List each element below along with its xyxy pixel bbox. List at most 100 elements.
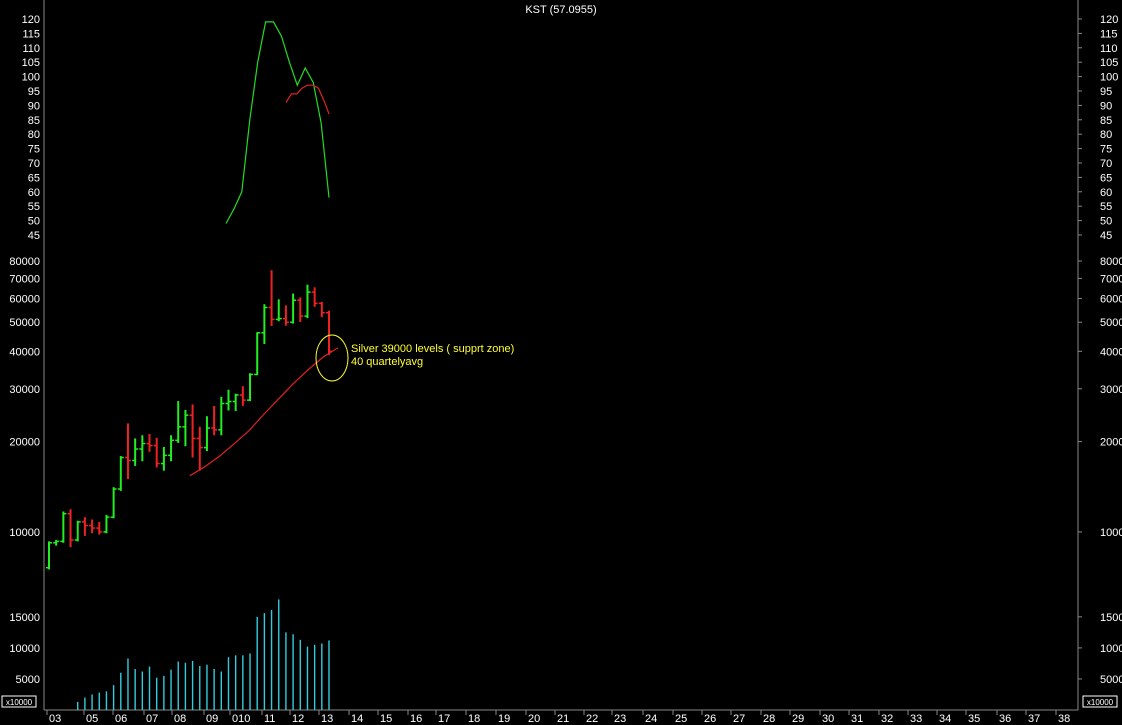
price-ytick-label-right: 30000	[1100, 384, 1122, 396]
x-tick-label: 010	[232, 713, 250, 725]
volume-ytick-label-left: 15000	[9, 612, 40, 624]
x-tick-label: 31	[851, 713, 863, 725]
x-tick-label: 29	[792, 713, 804, 725]
volume-unit-box-left	[1, 695, 37, 708]
price-axis-group: 10000 10000 20000 20000 30000 30000 40000 40000…	[9, 256, 1122, 539]
price-ytick-label-right: 40000	[1100, 346, 1122, 358]
price-ytick-label-left: 20000	[9, 437, 40, 449]
kst-ytick-label-right: 50	[1100, 216, 1112, 228]
kst-axis-group: 45 45 50 50 55 55 60 60 65 65 70 70 75 75 80 80 85 85 90 90…	[22, 14, 1119, 242]
kst-ytick-label-left: 55	[28, 201, 40, 213]
kst-ytick-label-right: 75	[1100, 144, 1112, 156]
x-tick-label: 06	[115, 713, 127, 725]
x-tick-label: 09	[206, 713, 218, 725]
kst-ytick-label-left: 115	[22, 28, 40, 40]
kst-ytick-label-right: 95	[1100, 86, 1112, 98]
volume-ytick-label-left: 5000	[16, 674, 40, 686]
kst-ytick-label-right: 90	[1100, 100, 1112, 112]
kst-ytick-label-left: 65	[28, 172, 40, 184]
kst-ytick-label-left: 100	[22, 72, 40, 84]
kst-ytick-label-right: 60	[1100, 187, 1112, 199]
price-ytick-label-left: 50000	[9, 317, 40, 329]
x-tick-label: 15	[380, 713, 392, 725]
x-tick-label: 32	[881, 713, 893, 725]
x-tick-label: 27	[733, 713, 745, 725]
kst-ytick-label-right: 110	[1100, 43, 1118, 55]
price-ytick-label-left: 40000	[9, 346, 40, 358]
kst-ytick-label-left: 80	[28, 129, 40, 141]
x-tick-label: 03	[49, 713, 61, 725]
volume-ytick-label-right: 5000	[1100, 674, 1122, 686]
x-tick-label: 12	[292, 713, 304, 725]
kst-ytick-label-left: 120	[22, 14, 40, 26]
kst-ytick-label-left: 90	[28, 100, 40, 112]
price-ytick-label-right: 60000	[1100, 293, 1122, 305]
x-tick-label: 24	[645, 713, 657, 725]
kst-ytick-label-left: 110	[22, 43, 40, 55]
x-axis-group: 03 05 06 07 08 09 010 11 12 13 14 15 16 17 18 19 20 21 22 2…	[46, 710, 1070, 725]
price-bars-group	[46, 270, 332, 570]
chart-title: KST (57.0955)	[525, 4, 596, 16]
kst-ytick-label-left: 60	[28, 187, 40, 199]
kst-ytick-label-left: 45	[28, 230, 40, 242]
kst-ytick-label-right: 105	[1100, 57, 1118, 69]
annotation-ma-text: 40 quartelyavg	[351, 356, 423, 368]
price-ytick-label-left: 70000	[9, 273, 40, 285]
x-tick-label: 21	[557, 713, 569, 725]
volume-unit-label-left: x10000	[6, 698, 33, 707]
kst-ytick-label-left: 95	[28, 86, 40, 98]
kst-ytick-label-left: 85	[28, 115, 40, 127]
kst-line	[225, 21, 330, 224]
kst-ytick-label-right: 55	[1100, 201, 1112, 213]
volume-ytick-label-right: 15000	[1100, 612, 1122, 624]
x-tick-label: 19	[498, 713, 510, 725]
x-tick-label: 22	[586, 713, 598, 725]
support-zone-circle	[315, 334, 349, 382]
x-tick-label: 14	[351, 713, 363, 725]
kst-ytick-label-right: 65	[1100, 172, 1112, 184]
price-ytick-label-right: 50000	[1100, 317, 1122, 329]
x-tick-label: 25	[675, 713, 687, 725]
volume-bars-group	[77, 599, 330, 710]
price-ytick-label-right: 80000	[1100, 256, 1122, 268]
x-tick-label: 23	[614, 713, 626, 725]
x-tick-label: 08	[174, 713, 186, 725]
kst-ytick-label-right: 80	[1100, 129, 1112, 141]
price-ytick-label-right: 20000	[1100, 437, 1122, 449]
annotation-support-text: Silver 39000 levels ( supprt zone)	[351, 343, 514, 355]
price-ytick-label-right: 10000	[1100, 527, 1122, 539]
moving-average-line	[189, 347, 339, 477]
kst-ytick-label-left: 105	[22, 57, 40, 69]
x-tick-label: 35	[968, 713, 980, 725]
x-tick-label: 05	[86, 713, 98, 725]
price-ytick-label-right: 70000	[1100, 273, 1122, 285]
x-tick-label: 26	[704, 713, 716, 725]
x-tick-label: 34	[939, 713, 951, 725]
volume-ytick-label-left: 10000	[9, 643, 40, 655]
x-tick-label: 33	[910, 713, 922, 725]
kst-ytick-label-left: 75	[28, 144, 40, 156]
kst-ytick-label-right: 100	[1100, 72, 1118, 84]
price-ytick-label-left: 60000	[9, 293, 40, 305]
kst-ytick-label-right: 120	[1100, 14, 1118, 26]
price-ytick-label-left: 10000	[9, 527, 40, 539]
moving-average-group	[189, 347, 339, 477]
x-tick-label: 16	[410, 713, 422, 725]
volume-unit-label-right: x10000	[1087, 698, 1114, 707]
x-tick-label: 17	[438, 713, 450, 725]
kst-lines-group	[225, 21, 330, 224]
x-tick-label: 38	[1058, 713, 1070, 725]
x-tick-label: 20	[528, 713, 540, 725]
kst-ytick-label-right: 45	[1100, 230, 1112, 242]
kst-signal-line	[285, 84, 330, 115]
x-tick-label: 30	[822, 713, 834, 725]
price-ytick-label-left: 80000	[9, 256, 40, 268]
volume-unit-box-right	[1082, 695, 1118, 708]
kst-ytick-label-right: 85	[1100, 115, 1112, 127]
x-tick-label: 37	[1028, 713, 1040, 725]
kst-ytick-label-left: 50	[28, 216, 40, 228]
x-tick-label: 28	[763, 713, 775, 725]
kst-ytick-label-left: 70	[28, 158, 40, 170]
volume-ytick-label-right: 10000	[1100, 643, 1122, 655]
